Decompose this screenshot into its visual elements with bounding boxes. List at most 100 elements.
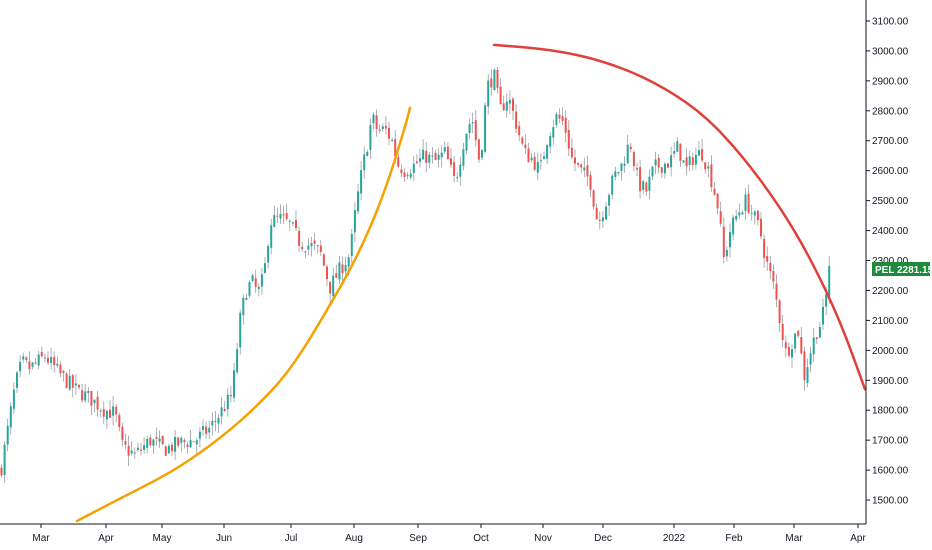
- y-tick-label: 3100.00: [872, 16, 909, 27]
- candle-down: [450, 158, 452, 165]
- candle-down: [406, 174, 409, 176]
- candle-down: [298, 230, 301, 246]
- candle-down: [667, 163, 669, 168]
- candle-down: [384, 126, 387, 129]
- candle-up: [530, 157, 533, 161]
- candle-up: [37, 354, 40, 366]
- candle-down: [375, 115, 378, 129]
- candle-up: [791, 349, 793, 358]
- candle-up: [257, 286, 260, 289]
- candle-down: [446, 146, 449, 160]
- y-tick-label: 2400.00: [872, 226, 909, 237]
- candle-down: [276, 215, 279, 217]
- candle-down: [518, 125, 521, 136]
- candle-up: [31, 362, 34, 367]
- y-tick-label: 3000.00: [872, 46, 909, 57]
- candle-up: [105, 410, 108, 420]
- candle-down: [645, 182, 648, 192]
- candle-up: [357, 191, 359, 212]
- y-tick-label: 1800.00: [872, 406, 909, 417]
- candle-up: [605, 206, 607, 220]
- candle-down: [301, 246, 304, 250]
- candle-down: [65, 373, 68, 388]
- candle-up: [3, 444, 6, 476]
- x-tick-label: Mar: [32, 533, 50, 544]
- candle-up: [462, 149, 465, 166]
- price-tag: [894, 262, 930, 276]
- symbol-tag: [872, 262, 894, 276]
- candle-down: [636, 168, 638, 170]
- candle-up: [676, 141, 679, 152]
- candle-up: [74, 383, 77, 386]
- candle-down: [229, 395, 232, 397]
- candle-down: [326, 266, 328, 280]
- candle-up: [707, 166, 710, 169]
- candle-up: [236, 349, 239, 373]
- candle-up: [99, 410, 102, 412]
- candle-up: [267, 246, 270, 263]
- candle-up: [419, 158, 421, 162]
- candle-up: [56, 363, 59, 366]
- candle-up: [437, 154, 440, 160]
- candle-up: [350, 234, 353, 257]
- candle-up: [753, 211, 756, 216]
- candle-up: [6, 425, 9, 445]
- candle-up: [363, 154, 366, 171]
- candle-down: [797, 330, 800, 336]
- candle-up: [682, 160, 685, 163]
- candle-up: [651, 166, 654, 177]
- candle-down: [490, 78, 493, 88]
- candle-up: [412, 163, 415, 174]
- candle-up: [555, 114, 558, 125]
- candle-up: [304, 251, 307, 253]
- candle-down: [515, 111, 518, 129]
- candle-up: [654, 159, 657, 166]
- candle-up: [270, 225, 273, 248]
- candle-up: [468, 124, 471, 134]
- candle-up: [167, 445, 170, 454]
- x-tick-label: Nov: [534, 533, 552, 544]
- last-price-label: 2281.15: [897, 265, 932, 276]
- last-price-badge: PEL 2281.15: [872, 262, 932, 276]
- candle-up: [741, 212, 744, 215]
- right-arc: [492, 43, 867, 391]
- candle-up: [84, 391, 87, 401]
- candle-up: [546, 145, 549, 159]
- candle-down: [47, 357, 49, 363]
- candle-up: [391, 139, 394, 141]
- candle-down: [787, 346, 790, 356]
- candle-down: [186, 444, 189, 448]
- candle-up: [19, 361, 22, 372]
- candle-up: [87, 390, 90, 393]
- candle-down: [580, 164, 583, 168]
- candle-up: [180, 437, 183, 443]
- candle-down: [564, 118, 567, 133]
- candle-up: [366, 151, 369, 157]
- y-tick-label: 2600.00: [872, 166, 909, 177]
- candle-down: [25, 357, 28, 360]
- candle-up: [245, 298, 248, 300]
- axes-group: [0, 0, 867, 525]
- candle-up: [12, 389, 15, 409]
- candle-down: [710, 164, 713, 188]
- candle-up: [822, 306, 824, 325]
- candle-down: [660, 167, 663, 173]
- candle-down: [285, 212, 288, 219]
- x-tick-label: Apr: [850, 533, 866, 544]
- candle-down: [632, 151, 635, 167]
- candle-up: [465, 133, 468, 151]
- candle-down: [397, 157, 400, 167]
- candle-up: [158, 438, 161, 442]
- candle-up: [133, 452, 136, 454]
- candle-up: [825, 294, 828, 307]
- candle-down: [803, 351, 806, 381]
- candle-up: [459, 164, 462, 177]
- candle-down: [474, 120, 477, 141]
- candle-down: [403, 172, 406, 177]
- candle-down: [713, 188, 716, 195]
- candle-up: [729, 231, 731, 248]
- candle-up: [735, 215, 738, 220]
- candle-up: [608, 195, 611, 206]
- candle-up: [626, 144, 629, 164]
